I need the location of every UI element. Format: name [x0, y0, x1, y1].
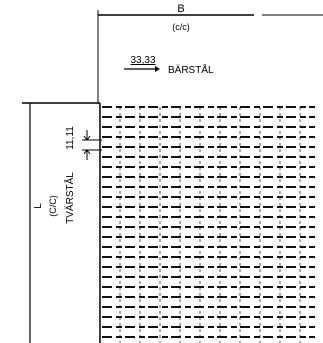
cross-steel-arrow-up-icon [83, 149, 91, 160]
width-qualifier: (c/c) [172, 22, 190, 32]
bearing-steel-arrowhead-icon [155, 66, 160, 72]
cross-steel-label: TVÄRSTÅL [63, 172, 76, 224]
length-dimension: L (C/C) [22, 102, 100, 343]
bearing-steel-label: BÄRSTÅL [168, 63, 214, 76]
cross-steel-arrow-down-icon [83, 130, 91, 141]
length-symbol: L [33, 203, 44, 209]
cross-steel-spacing: 11,11 [65, 126, 76, 150]
width-symbol: B [177, 3, 184, 15]
bearing-steel-callout: 33,33 BÄRSTÅL [124, 55, 214, 76]
cross-steel-callout: 11,11 TVÄRSTÅL [63, 126, 102, 224]
bearing-steel-spacing: 33,33 [130, 55, 155, 66]
width-dimension: B (c/c) [97, 3, 323, 103]
grating-grid [99, 103, 315, 343]
length-qualifier: (C/C) [48, 195, 58, 217]
